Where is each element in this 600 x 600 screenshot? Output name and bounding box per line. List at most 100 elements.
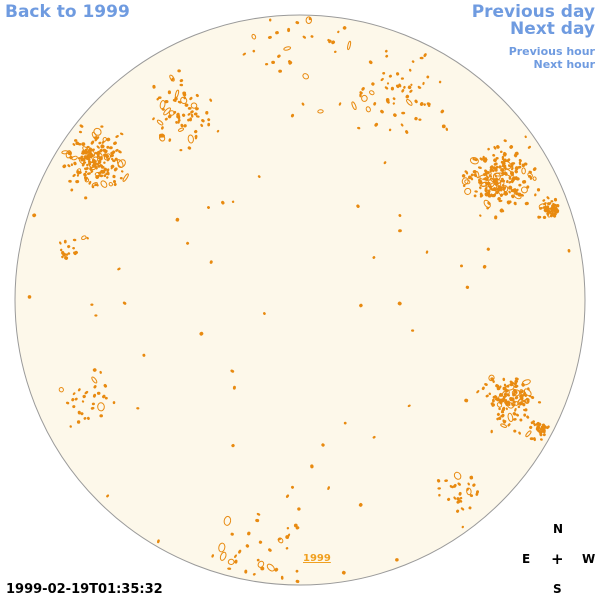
contour-speck [96, 391, 101, 395]
contour-speck [257, 175, 261, 178]
contour-speck [407, 85, 412, 90]
contour-speck [90, 170, 94, 174]
next-hour-link[interactable]: Next hour [533, 58, 596, 71]
contour-speck [510, 397, 515, 402]
contour-speck [117, 159, 126, 168]
contour-speck [321, 443, 325, 447]
contour-speck [117, 267, 121, 271]
contour-speck [177, 127, 185, 132]
contour-speck [77, 388, 81, 392]
contour-speck [453, 471, 462, 480]
contour-speck [142, 353, 146, 357]
contour-speck [88, 180, 92, 185]
contour-speck [106, 176, 109, 179]
contour-speck [101, 170, 106, 174]
contour-speck [74, 250, 78, 255]
contour-speck [218, 542, 226, 553]
contour-speck [508, 181, 512, 184]
contour-speck [183, 124, 187, 128]
contour-speck [494, 395, 498, 399]
contour-speck [438, 80, 442, 84]
previous-hour-link[interactable]: Previous hour [508, 45, 595, 58]
contour-speck [527, 387, 530, 391]
contour-speck [168, 110, 175, 116]
contour-speck [157, 539, 160, 544]
contour-speck [71, 398, 75, 402]
contour-speck [395, 72, 400, 76]
contour-speck [524, 135, 527, 139]
contour-speck [72, 246, 75, 250]
contour-speck [453, 496, 457, 500]
contour-speck [302, 35, 306, 39]
contour-speck [82, 158, 86, 162]
contour-speck [437, 487, 441, 490]
contour-speck [209, 98, 213, 102]
contour-speck [527, 145, 531, 149]
contour-speck [504, 399, 508, 403]
contour-speck [441, 124, 446, 129]
contour-speck [97, 150, 101, 155]
contour-speck [405, 130, 409, 134]
contour-speck [520, 186, 528, 194]
contour-speck [524, 408, 528, 412]
contour-speck [503, 139, 507, 143]
contour-speck [98, 141, 102, 145]
contour-speck [534, 193, 537, 197]
contour-speck [174, 89, 180, 98]
contour-speck [400, 123, 404, 127]
contour-speck [99, 414, 103, 418]
contour-speck [167, 90, 172, 95]
next-day-link[interactable]: Next day [510, 19, 595, 39]
year-link[interactable]: 1999 [303, 553, 331, 564]
contour-speck [520, 396, 524, 400]
contour-speck [393, 113, 397, 117]
contour-speck [361, 87, 365, 91]
contour-speck [100, 180, 108, 188]
contour-speck [390, 86, 394, 91]
contour-speck [288, 61, 293, 65]
contour-speck [459, 496, 463, 500]
contour-speck [286, 526, 290, 530]
contour-speck [551, 204, 556, 208]
contour-speck [521, 163, 526, 168]
contour-speck [99, 370, 102, 374]
contour-speck [476, 390, 480, 394]
contour-speck [405, 94, 410, 99]
contour-speck [546, 196, 550, 200]
contour-speck [501, 407, 506, 411]
contour-speck [59, 248, 63, 252]
contour-speck [266, 563, 275, 572]
contour-speck [65, 253, 69, 256]
compass-north-label: N [553, 522, 564, 536]
contour-speck [479, 186, 482, 190]
contour-speck [351, 101, 357, 111]
contour-speck [187, 118, 190, 122]
contour-speck [287, 533, 291, 538]
contour-speck [529, 176, 533, 180]
contour-speck [106, 145, 110, 149]
contour-speck [426, 75, 430, 79]
contour-speck [465, 285, 470, 289]
contour-speck [427, 104, 431, 107]
contour-speck [512, 393, 516, 397]
contour-speck [200, 123, 204, 127]
previous-day-link[interactable]: Previous day [471, 2, 595, 22]
contour-speck [517, 405, 521, 409]
contour-speck [170, 77, 175, 82]
contour-speck [419, 102, 424, 106]
contour-speck [195, 93, 199, 98]
contour-speck [403, 85, 406, 89]
contour-speck [91, 156, 99, 163]
contour-speck [175, 121, 178, 124]
contour-speck [500, 423, 507, 428]
contour-speck [357, 126, 361, 130]
contour-speck [502, 153, 507, 157]
contour-speck [190, 110, 194, 114]
contour-speck [81, 235, 87, 241]
contour-speck [179, 83, 184, 87]
contour-speck [164, 117, 168, 121]
contour-speck [524, 201, 529, 206]
back-to-year-link[interactable]: Back to 1999 [5, 2, 130, 22]
contour-speck [414, 99, 418, 104]
contour-speck [496, 417, 499, 421]
